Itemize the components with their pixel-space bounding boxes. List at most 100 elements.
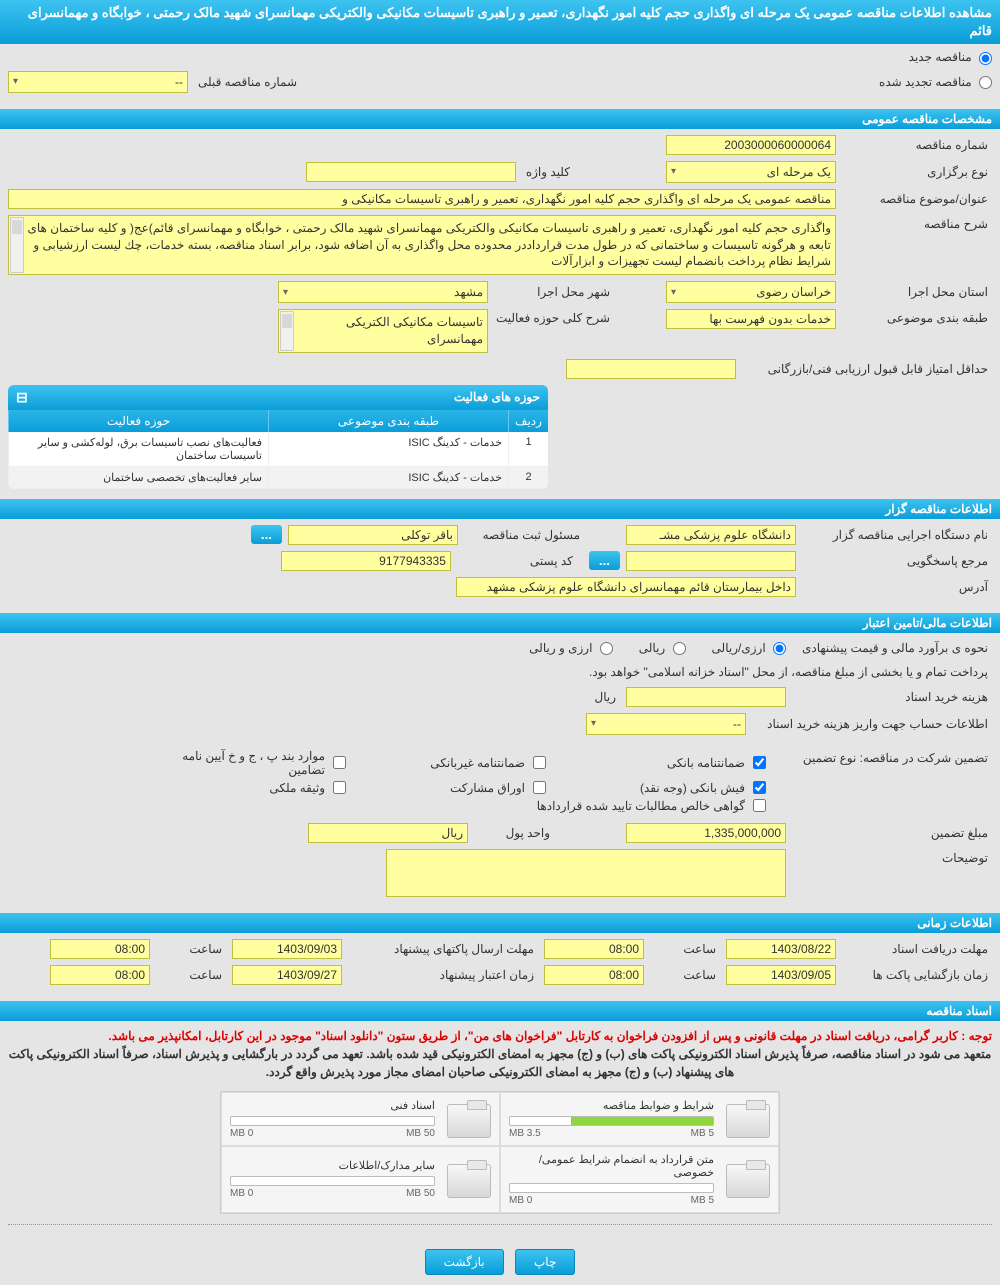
- scope-field[interactable]: تاسیسات مکانیکی الکتریکی مهمانسرای: [278, 309, 488, 353]
- keyword-label: کلید واژه: [522, 163, 574, 181]
- category-label: طبقه بندی موضوعی: [842, 309, 992, 327]
- prev-number-select[interactable]: -- ▾: [8, 71, 188, 93]
- minscore-label: حداقل امتیاز قابل قبول ارزیابی فنی/بازرگ…: [742, 360, 992, 378]
- doc-title: شرایط و ضوابط مناقصه: [509, 1099, 714, 1112]
- divider: [8, 1224, 992, 1225]
- keyword-field[interactable]: [306, 162, 516, 182]
- section-financial: اطلاعات مالی/تامین اعتبار: [0, 613, 1000, 633]
- minscore-field[interactable]: [566, 359, 736, 379]
- contact-lookup-button[interactable]: ...: [589, 551, 620, 570]
- doc-max: 5 MB: [691, 1128, 714, 1139]
- radio-new[interactable]: مناقصه جدید: [909, 50, 992, 64]
- collapse-icon[interactable]: ⊟: [16, 389, 28, 406]
- check-bank-receipt[interactable]: فیش بانکی (وجه نقد): [566, 781, 766, 795]
- progress-bar: [509, 1183, 714, 1193]
- desc-label: شرح مناقصه: [842, 215, 992, 233]
- doc-max: 50 MB: [406, 1128, 435, 1139]
- check-participation[interactable]: اوراق مشارکت: [366, 781, 546, 795]
- check-bank-guarantee[interactable]: ضمانتنامه بانکی: [566, 749, 766, 777]
- depositinfo-value: --: [733, 717, 741, 731]
- radio-rial[interactable]: ریالی: [639, 641, 686, 655]
- contact-label: مرجع پاسخگویی: [802, 552, 992, 570]
- doc-cell[interactable]: اسناد فنی 50 MB 0 MB: [221, 1092, 500, 1146]
- activity-row: 2 خدمات - کدینگ ISIC سایر فعالیت‌های تخص…: [8, 467, 548, 489]
- doc-title: متن قرارداد به انضمام شرایط عمومی/خصوصی: [509, 1153, 714, 1179]
- city-label: شهر محل اجرا: [494, 283, 614, 301]
- treasury-note: پرداخت تمام و یا بخشی از مبلغ مناقصه، از…: [8, 663, 992, 681]
- city-value: مشهد: [454, 285, 483, 299]
- check-property[interactable]: وثیقه ملکی: [146, 781, 346, 795]
- guarantee-label: تضمین شرکت در مناقصه: نوع تضمین: [772, 749, 992, 767]
- folder-icon: [726, 1160, 770, 1198]
- scrollbar[interactable]: [280, 311, 294, 351]
- province-select[interactable]: خراسان رضوی ▾: [666, 281, 836, 303]
- address-label: آدرس: [802, 578, 992, 596]
- opt-rial-label: ریالی: [639, 641, 665, 655]
- doc-max: 50 MB: [406, 1188, 435, 1199]
- number-label: شماره مناقصه: [842, 136, 992, 154]
- check-net-receivables[interactable]: گواهی خالص مطالبات تایید شده قراردادها: [146, 799, 766, 813]
- radio-fx[interactable]: ارزی/ریالی: [712, 641, 786, 655]
- scrollbar[interactable]: [10, 217, 24, 273]
- depositinfo-select[interactable]: -- ▾: [586, 713, 746, 735]
- category-field: خدمات بدون فهرست بها: [666, 309, 836, 329]
- folder-icon: [447, 1100, 491, 1138]
- prev-number-value: --: [175, 75, 183, 89]
- progress-bar: [230, 1176, 435, 1186]
- page-title: مشاهده اطلاعات مناقصه عمومی یک مرحله ای …: [0, 0, 1000, 44]
- radio-both[interactable]: ارزی و ریالی: [529, 641, 613, 655]
- number-field: 2003000060000064: [666, 135, 836, 155]
- back-button[interactable]: بازگشت: [425, 1249, 504, 1275]
- open-time: 08:00: [544, 965, 644, 985]
- doc-max: 5 MB: [691, 1195, 714, 1206]
- notes-textarea[interactable]: [386, 849, 786, 897]
- city-select[interactable]: مشهد ▾: [278, 281, 488, 303]
- title-label: عنوان/موضوع مناقصه: [842, 190, 992, 208]
- doc-title: اسناد فنی: [230, 1099, 435, 1112]
- doccost-unit: ریال: [590, 688, 620, 706]
- check-items-pjk[interactable]: موارد بند پ ، ج و خ آیین نامه تضامین: [146, 749, 346, 777]
- print-button[interactable]: چاپ: [515, 1249, 575, 1275]
- opt-fx-label: ارزی/ریالی: [712, 641, 766, 655]
- type-select[interactable]: یک مرحله ای ▾: [666, 161, 836, 183]
- estimate-label: نحوه ی برآورد مالی و قیمت پیشنهادی: [792, 639, 992, 657]
- folder-icon: [726, 1100, 770, 1138]
- documents-grid: شرایط و ضوابط مناقصه 5 MB 3.5 MB اسناد فن…: [220, 1091, 780, 1214]
- section-timing: اطلاعات زمانی: [0, 913, 1000, 933]
- cb-label: گواهی خالص مطالبات تایید شده قراردادها: [537, 799, 745, 813]
- validity-date: 1403/09/27: [232, 965, 342, 985]
- chevron-down-icon: ▾: [13, 76, 18, 87]
- title-field[interactable]: مناقصه عمومی یک مرحله ای واگذاری حجم کلی…: [8, 189, 836, 209]
- receive-time-label: ساعت: [650, 940, 720, 958]
- receive-date: 1403/08/22: [726, 939, 836, 959]
- doccost-field[interactable]: [626, 687, 786, 707]
- type-label: نوع برگزاری: [842, 163, 992, 181]
- validity-label: زمان اعتبار پیشنهاد: [348, 966, 538, 984]
- contact-field[interactable]: [626, 551, 796, 571]
- receive-time: 08:00: [544, 939, 644, 959]
- documents-note-bold: متعهد می شود در اسناد مناقصه، صرفاً پذیر…: [8, 1045, 992, 1081]
- col-scope: حوزه فعالیت: [8, 410, 268, 432]
- type-value: یک مرحله ای: [767, 165, 831, 179]
- exec-field: دانشگاه علوم پزشکی مشـ: [626, 525, 796, 545]
- reg-label: مسئول ثبت مناقصه: [464, 526, 584, 544]
- opt-both-label: ارزی و ریالی: [529, 641, 592, 655]
- doc-cell[interactable]: سایر مدارک/اطلاعات 50 MB0 MB: [221, 1146, 500, 1213]
- doccost-label: هزینه خرید اسناد: [792, 688, 992, 706]
- doc-cell[interactable]: متن قرارداد به انضمام شرایط عمومی/خصوصی …: [500, 1146, 779, 1213]
- reg-lookup-button[interactable]: ...: [251, 525, 282, 544]
- section-general: مشخصات مناقصه عمومی: [0, 109, 1000, 129]
- doc-size: 3.5 MB: [509, 1128, 541, 1139]
- cb-label: فیش بانکی (وجه نقد): [640, 781, 745, 795]
- doc-title: سایر مدارک/اطلاعات: [230, 1159, 435, 1172]
- radio-renewed[interactable]: مناقصه تجدید شده: [879, 75, 992, 89]
- doc-size: 0 MB: [230, 1128, 253, 1139]
- desc-textarea[interactable]: واگذاری حجم کلیه امور نگهداری، تعمیر و ر…: [8, 215, 836, 275]
- radio-new-label: مناقصه جدید: [909, 50, 972, 64]
- check-nonbank-guarantee[interactable]: ضمانتنامه غیربانکی: [366, 749, 546, 777]
- chevron-down-icon: ▾: [283, 287, 288, 298]
- section-organizer: اطلاعات مناقصه گزار: [0, 499, 1000, 519]
- col-cat: طبقه بندی موضوعی: [268, 410, 508, 432]
- doc-cell[interactable]: شرایط و ضوابط مناقصه 5 MB 3.5 MB: [500, 1092, 779, 1146]
- chevron-down-icon: ▾: [591, 718, 596, 729]
